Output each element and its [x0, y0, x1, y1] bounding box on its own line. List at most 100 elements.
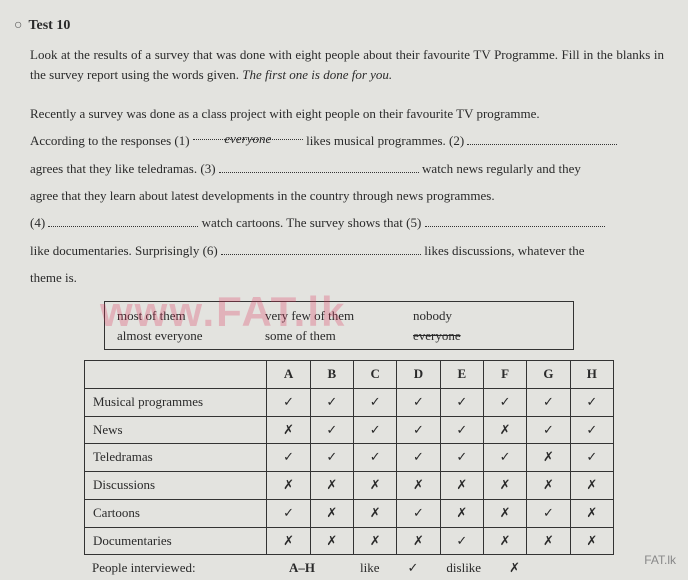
cross-icon: ✗ [310, 472, 353, 500]
word-option: some of them [265, 326, 413, 346]
cross-icon: ✗ [570, 472, 613, 500]
check-icon: ✓ [310, 388, 353, 416]
cross-icon: ✗ [267, 527, 310, 555]
check-icon: ✓ [310, 444, 353, 472]
cross-icon: ✗ [483, 472, 526, 500]
passage-line-5: like documentaries. Surprisingly (6) lik… [30, 237, 664, 264]
check-icon: ✓ [354, 388, 397, 416]
check-icon: ✓ [354, 416, 397, 444]
word-option-used: everyone [413, 326, 561, 346]
cross-icon: ✗ [354, 499, 397, 527]
passage: Recently a survey was done as a class pr… [30, 100, 664, 291]
table-row: Discussions✗✗✗✗✗✗✗✗ [85, 472, 614, 500]
row-label: Musical programmes [85, 388, 267, 416]
blank-1: everyone [193, 127, 303, 140]
cross-icon: ✗ [354, 527, 397, 555]
text-fragment: agrees that they like teledramas. (3) [30, 161, 219, 176]
word-option: almost everyone [117, 326, 265, 346]
col-header: F [483, 361, 526, 389]
col-header: H [570, 361, 613, 389]
row-label: Cartoons [85, 499, 267, 527]
passage-line-4: (4) watch cartoons. The survey shows tha… [30, 209, 664, 236]
word-option: nobody [413, 306, 561, 326]
cross-icon: ✗ [527, 527, 570, 555]
col-header: E [440, 361, 483, 389]
col-header: C [354, 361, 397, 389]
check-icon: ✓ [483, 388, 526, 416]
word-option: very few of them [265, 306, 413, 326]
check-icon: ✓ [397, 388, 440, 416]
cross-icon: ✗ [267, 416, 310, 444]
check-icon: ✓ [527, 499, 570, 527]
table-body: Musical programmes✓✓✓✓✓✓✓✓News✗✓✓✓✓✗✓✓Te… [85, 388, 614, 555]
cross-icon: ✗ [397, 472, 440, 500]
check-icon: ✓ [397, 499, 440, 527]
col-header: G [527, 361, 570, 389]
col-header: D [397, 361, 440, 389]
row-label: Documentaries [85, 527, 267, 555]
passage-line-2: agrees that they like teledramas. (3) wa… [30, 155, 664, 182]
col-header: B [310, 361, 353, 389]
cross-icon: ✗ [527, 472, 570, 500]
check-icon: ✓ [397, 444, 440, 472]
row-label: Discussions [85, 472, 267, 500]
blank-5 [425, 214, 605, 227]
instructions: Look at the results of a survey that was… [30, 45, 664, 87]
text-fragment: watch cartoons. The survey shows that (5… [198, 215, 424, 230]
check-icon: ✓ [397, 416, 440, 444]
check-icon: ✓ [267, 444, 310, 472]
instruction-italic: The first one is done for you. [242, 67, 392, 82]
check-icon: ✓ [483, 444, 526, 472]
cross-icon: ✗ [483, 499, 526, 527]
cross-icon: ✗ [397, 527, 440, 555]
table-header-row: A B C D E F G H [85, 361, 614, 389]
table-row: Cartoons✓✗✗✓✗✗✓✗ [85, 499, 614, 527]
cross-icon: ✗ [354, 472, 397, 500]
check-icon: ✓ [527, 416, 570, 444]
passage-intro: Recently a survey was done as a class pr… [30, 100, 664, 127]
table-row: Musical programmes✓✓✓✓✓✓✓✓ [85, 388, 614, 416]
cross-icon: ✗ [440, 499, 483, 527]
row-label: News [85, 416, 267, 444]
table-row: Teledramas✓✓✓✓✓✓✗✓ [85, 444, 614, 472]
blank-6 [221, 242, 421, 255]
blank-4 [48, 214, 198, 227]
text-fragment: (4) [30, 215, 48, 230]
footer-watermark: FAT.lk [644, 550, 676, 571]
test-header: ○ Test 10 [14, 14, 664, 39]
cross-icon: ✗ [483, 416, 526, 444]
text-fragment: According to the responses (1) [30, 133, 193, 148]
table-row: Documentaries✗✗✗✗✓✗✗✗ [85, 527, 614, 555]
col-header: A [267, 361, 310, 389]
passage-line-1: According to the responses (1) everyone … [30, 127, 664, 154]
word-option: most of them [117, 306, 265, 326]
table-row: News✗✓✓✓✓✗✓✓ [85, 416, 614, 444]
row-label: Teledramas [85, 444, 267, 472]
bullet-icon: ○ [14, 14, 22, 39]
table-corner [85, 361, 267, 389]
text-fragment: likes musical programmes. (2) [303, 133, 468, 148]
check-icon: ✓ [267, 499, 310, 527]
test-title: Test 10 [28, 14, 70, 39]
cross-icon: ✗ [440, 472, 483, 500]
cross-icon: ✗ [570, 499, 613, 527]
check-icon: ✓ [354, 444, 397, 472]
cross-icon: ✗ [570, 527, 613, 555]
blank-3 [219, 160, 419, 173]
text-fragment: likes discussions, whatever the [421, 243, 585, 258]
passage-line-6: theme is. [30, 264, 664, 291]
survey-table: A B C D E F G H Musical programmes✓✓✓✓✓✓… [84, 360, 614, 555]
passage-line-3: agree that they learn about latest devel… [30, 182, 664, 209]
cross-icon: ✗ [527, 444, 570, 472]
check-icon: ✓ [267, 388, 310, 416]
check-icon: ✓ [440, 527, 483, 555]
filled-answer-1: everyone [224, 131, 271, 146]
cross-icon: ✗ [483, 527, 526, 555]
cross-icon: ✗ [310, 499, 353, 527]
check-icon: ✓ [570, 416, 613, 444]
check-icon: ✓ [570, 388, 613, 416]
blank-2 [467, 132, 617, 145]
check-icon: ✓ [310, 416, 353, 444]
check-icon: ✓ [440, 416, 483, 444]
check-icon: ✓ [527, 388, 570, 416]
